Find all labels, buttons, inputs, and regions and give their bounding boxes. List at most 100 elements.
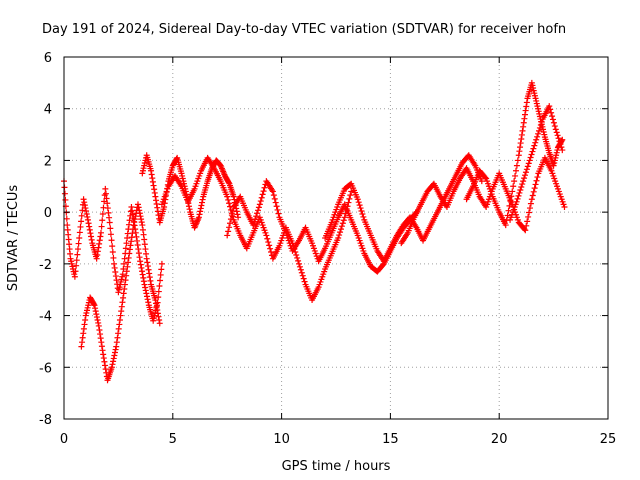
data-point — [111, 264, 118, 271]
x-axis-ticks: 0 5 10 15 20 25 — [60, 57, 616, 447]
data-point — [96, 237, 103, 244]
data-point — [76, 229, 83, 236]
data-point — [532, 181, 539, 188]
data-point — [139, 222, 146, 229]
data-point — [535, 127, 542, 134]
data-point — [119, 271, 126, 278]
data-point — [128, 234, 135, 241]
data-point — [255, 204, 262, 211]
series-arc-8 — [463, 79, 566, 229]
data-point — [518, 136, 525, 143]
data-point — [101, 358, 108, 365]
data-point — [296, 263, 303, 270]
y-tick-label: 4 — [44, 103, 52, 118]
data-point — [123, 272, 130, 279]
data-point — [534, 133, 541, 140]
data-point — [359, 210, 366, 217]
data-point — [110, 254, 117, 261]
data-point — [224, 232, 231, 239]
data-point — [537, 121, 544, 128]
data-point — [228, 212, 235, 219]
data-point — [153, 197, 160, 204]
y-tick-label: -2 — [39, 258, 52, 273]
data-point — [136, 254, 143, 261]
data-point — [269, 188, 276, 195]
data-point — [127, 242, 134, 249]
data-point — [138, 219, 145, 226]
data-point — [76, 235, 83, 241]
data-point — [71, 273, 78, 280]
data-point — [146, 274, 153, 281]
data-point — [88, 236, 95, 243]
data-point — [124, 235, 131, 241]
data-point — [509, 188, 516, 195]
data-point — [275, 210, 282, 217]
data-point — [141, 236, 148, 243]
data-point — [102, 366, 109, 373]
data-point — [143, 255, 150, 262]
data-point — [156, 317, 163, 324]
data-point — [107, 231, 114, 238]
data-point — [108, 364, 115, 371]
data-point — [105, 209, 112, 216]
data-point — [252, 216, 259, 223]
data-point — [141, 241, 148, 248]
data-point — [97, 331, 104, 338]
x-tick-label: 10 — [273, 432, 290, 447]
data-point — [155, 313, 162, 320]
chart-title: Day 191 of 2024, Sidereal Day-to-day VTE… — [42, 22, 566, 37]
data-point — [128, 238, 135, 245]
data-point — [137, 213, 144, 220]
data-marks — [61, 79, 568, 384]
data-point — [529, 192, 536, 199]
data-point — [525, 160, 532, 167]
series-arc-2 — [78, 201, 163, 384]
data-point — [548, 109, 555, 116]
data-point — [79, 339, 86, 346]
data-point — [139, 226, 146, 233]
data-point — [502, 222, 509, 229]
data-point — [530, 145, 537, 152]
data-point — [510, 183, 517, 190]
data-point — [131, 216, 138, 223]
data-point — [267, 245, 274, 252]
data-point — [84, 216, 91, 223]
y-tick-label: 0 — [44, 206, 52, 221]
data-point — [98, 223, 105, 230]
data-point — [122, 245, 129, 252]
data-point — [112, 346, 119, 353]
data-point — [109, 361, 116, 368]
data-point — [226, 224, 233, 231]
data-point — [121, 281, 128, 288]
data-point — [120, 294, 127, 301]
data-point — [96, 240, 103, 247]
data-point — [156, 320, 163, 327]
data-point — [144, 263, 151, 270]
data-point — [106, 219, 113, 226]
data-point — [225, 179, 232, 186]
data-point — [78, 212, 85, 219]
data-point — [559, 147, 566, 154]
data-point — [535, 130, 542, 137]
data-point — [98, 339, 105, 346]
data-point — [145, 299, 152, 306]
data-point — [254, 207, 261, 214]
data-point — [95, 322, 102, 329]
data-point — [93, 314, 100, 321]
data-point — [84, 213, 91, 220]
data-point — [134, 201, 141, 208]
data-point — [120, 290, 127, 297]
data-point — [256, 201, 263, 208]
data-point — [270, 192, 277, 199]
data-point — [97, 335, 104, 342]
data-point — [130, 226, 137, 233]
data-point — [120, 260, 127, 267]
data-point — [100, 355, 107, 362]
data-point — [152, 297, 159, 304]
data-point — [533, 177, 540, 184]
data-point — [186, 206, 193, 213]
data-point — [251, 219, 258, 226]
data-point — [106, 214, 113, 221]
data-point — [82, 205, 89, 212]
data-point — [109, 249, 116, 256]
